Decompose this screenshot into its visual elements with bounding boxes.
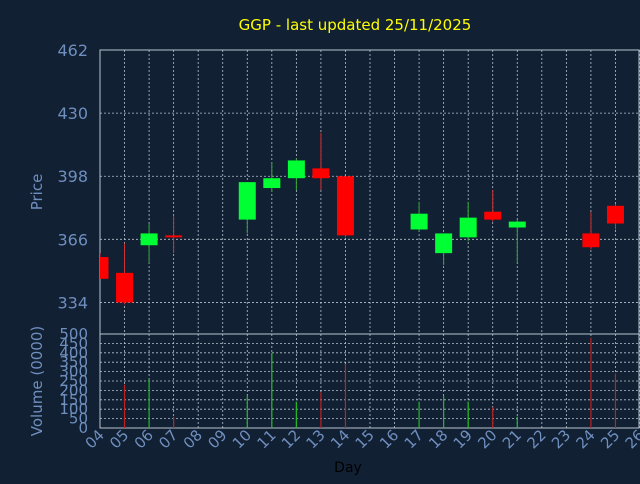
- candle-body: [287, 160, 305, 179]
- volume-tick-label: 500: [59, 325, 88, 343]
- candle-body: [238, 182, 256, 220]
- x-tick-label: 07: [155, 426, 181, 452]
- volume-tick-label: 300: [59, 363, 88, 381]
- x-tick-label: 15: [352, 426, 378, 452]
- x-tick-label: 13: [303, 426, 329, 452]
- grid-lines: [99, 49, 640, 429]
- chart-title: GGP - last updated 25/11/2025: [239, 16, 472, 34]
- volume-tick-label: 450: [59, 334, 88, 352]
- plot-frames: [99, 49, 640, 429]
- candle-body: [435, 233, 453, 254]
- x-tick-label: 18: [425, 426, 451, 452]
- x-tick-label: 08: [180, 426, 206, 452]
- x-tick-label: 10: [229, 426, 255, 452]
- candle-body: [336, 176, 354, 236]
- candle-body: [582, 233, 600, 248]
- x-tick-label: 24: [573, 426, 599, 452]
- volume-panel-frame: [99, 333, 640, 429]
- volume-tick-label: 350: [59, 353, 88, 371]
- price-panel-frame: [99, 49, 640, 335]
- candle-body: [606, 205, 624, 224]
- x-tick-label: 17: [401, 426, 427, 452]
- volume-tick-label: 0: [78, 419, 88, 437]
- x-tick-label: 11: [253, 426, 279, 452]
- volume-tick-label: 200: [59, 381, 88, 399]
- volume-bars: [123, 337, 617, 428]
- candle-body: [100, 257, 109, 279]
- price-axis-label: Price: [28, 174, 46, 211]
- candle-body: [312, 168, 330, 179]
- x-tick-label: 09: [204, 426, 230, 452]
- candle-body: [459, 217, 477, 238]
- volume-tick-label: 150: [59, 391, 88, 409]
- candle-body: [508, 221, 526, 228]
- x-axis-label: Day: [334, 460, 362, 476]
- price-tick-label: 366: [57, 230, 88, 249]
- candle-body: [484, 211, 502, 220]
- candle-body: [410, 213, 428, 230]
- candle-body: [116, 272, 134, 303]
- x-tick-label: 14: [327, 426, 353, 452]
- candles: [100, 132, 624, 305]
- x-tick-label: 23: [548, 426, 574, 452]
- volume-tick-label: 400: [59, 344, 88, 362]
- x-tick-label: 20: [474, 426, 500, 452]
- x-tick-label: 06: [131, 426, 157, 452]
- volume-tick-label: 50: [69, 410, 88, 428]
- x-tick-label: 05: [106, 426, 132, 452]
- price-tick-label: 430: [57, 104, 88, 123]
- volume-tick-label: 100: [59, 400, 88, 418]
- x-tick-label: 16: [376, 426, 402, 452]
- volume-tick-label: 250: [59, 372, 88, 390]
- x-tick-label: 12: [278, 426, 304, 452]
- x-tick-label: 19: [450, 426, 476, 452]
- volume-axis-label: Volume (0000): [28, 326, 46, 436]
- x-tick-label: 25: [597, 426, 623, 452]
- x-tick-label: 21: [499, 426, 525, 452]
- price-tick-label: 462: [57, 41, 88, 60]
- price-tick-label: 398: [57, 167, 88, 186]
- candle-body: [140, 233, 158, 246]
- price-tick-label: 334: [57, 293, 88, 312]
- candle-body: [165, 235, 183, 238]
- x-tick-label: 22: [523, 426, 549, 452]
- candle-body: [263, 178, 281, 189]
- x-tick-label: 26: [622, 426, 640, 452]
- candle-group: [100, 132, 624, 305]
